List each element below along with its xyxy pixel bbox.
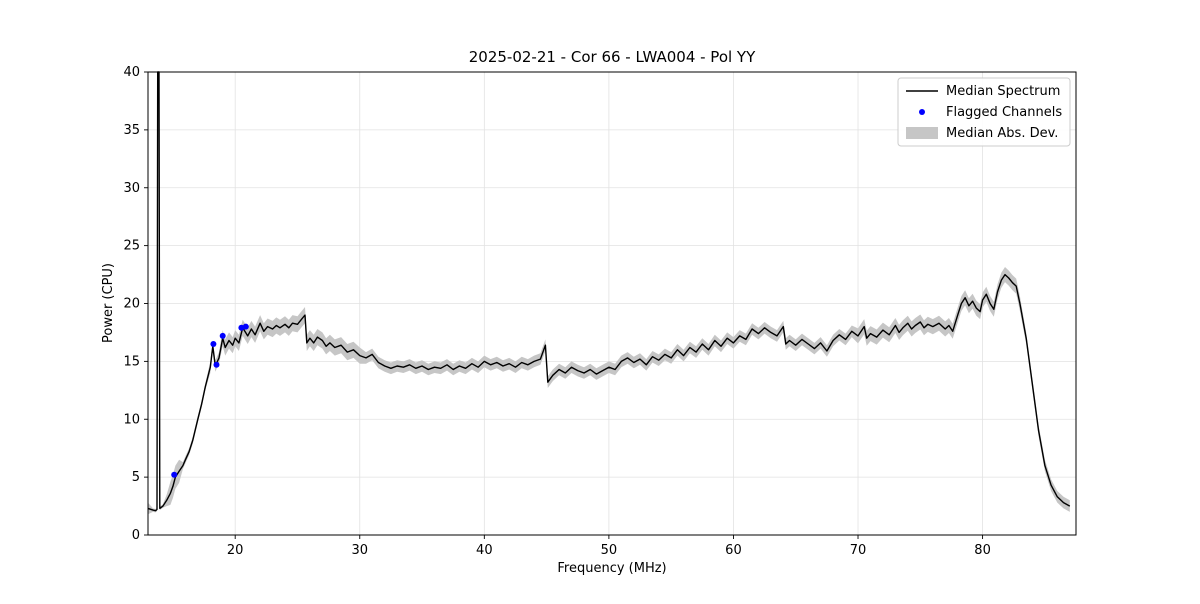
median-spectrum-line [147,71,1071,512]
grid-lines [148,71,1076,536]
x-tick-label: 80 [974,543,991,558]
y-tick-label: 35 [123,123,140,138]
y-tick-label: 25 [123,239,140,254]
flagged-point [242,323,249,330]
legend-label-median-spectrum: Median Spectrum [946,84,1060,99]
x-tick-label: 60 [725,543,742,558]
y-axis-label: Power (CPU) [101,263,116,343]
y-axis-ticks: 0 5 10 15 20 25 30 35 40 [123,65,148,543]
flagged-channels-points [171,323,249,478]
x-tick-label: 40 [476,543,493,558]
y-tick-label: 5 [132,470,140,485]
x-axis-ticks: 20 30 40 50 60 70 80 [227,535,991,558]
flagged-point [219,332,226,339]
flagged-point [171,471,178,478]
median-spectrum-path [147,71,1071,512]
x-tick-label: 50 [601,543,618,558]
x-axis-label: Frequency (MHz) [557,561,666,576]
y-tick-label: 10 [123,412,140,427]
x-tick-label: 20 [227,543,244,558]
flagged-point [210,341,217,347]
y-tick-label: 0 [132,528,140,543]
legend-box [897,77,1071,147]
x-tick-label: 70 [850,543,867,558]
y-tick-label: 30 [123,181,140,196]
legend-label-median-abs-dev: Median Abs. Dev. [946,126,1058,141]
legend-dot-sample [919,109,925,115]
x-tick-label: 30 [351,543,368,558]
y-tick-label: 40 [123,65,140,80]
y-tick-label: 15 [123,354,140,369]
legend-label-flagged-channels: Flagged Channels [946,105,1062,120]
flagged-point [213,361,220,368]
legend-band-sample [906,127,938,139]
chart-title: 2025-02-21 - Cor 66 - LWA004 - Pol YY [469,48,756,66]
legend: Median Spectrum Flagged Channels Median … [897,77,1071,147]
y-tick-label: 20 [123,297,140,312]
